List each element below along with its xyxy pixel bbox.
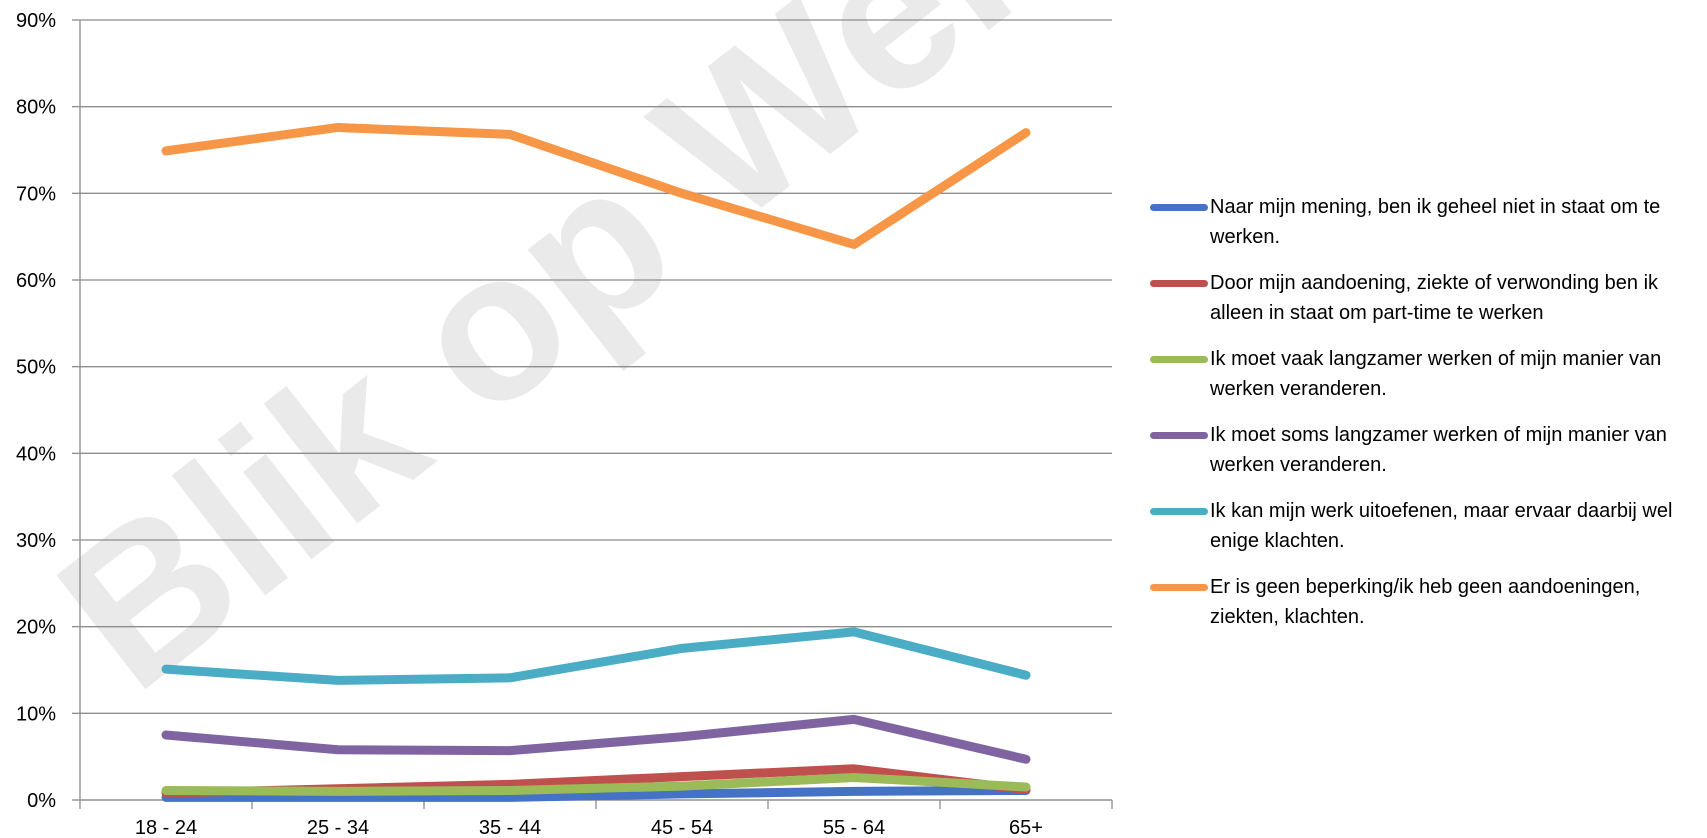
legend-item-5: Ik kan mijn werk uitoefenen, maar ervaar…: [1150, 496, 1700, 556]
legend-label: Naar mijn mening, ben ik geheel niet in …: [1210, 196, 1661, 248]
y-tick-label: 50%: [16, 357, 56, 379]
x-tick-label: 55 - 64: [823, 817, 885, 838]
series-line-3: [161, 772, 1031, 796]
y-axis: 0% 10% 20% 30% 40% 50% 60% 70% 80% 90%: [16, 10, 81, 812]
y-tick-label: 70%: [16, 183, 56, 205]
legend-item-1: Naar mijn mening, ben ik geheel niet in …: [1150, 192, 1700, 252]
y-tick-label: 30%: [16, 530, 56, 552]
gridlines: [80, 19, 1112, 801]
legend-label: Door mijn aandoening, ziekte of verwondi…: [1210, 272, 1659, 324]
series-line-1: [161, 785, 1031, 802]
y-tick-label: 0%: [27, 790, 56, 812]
x-tick-label: 18 - 24: [135, 817, 197, 838]
legend-swatch: [1150, 432, 1208, 439]
legend-swatch: [1150, 204, 1208, 211]
y-tick-label: 80%: [16, 97, 56, 119]
legend-swatch: [1150, 508, 1208, 515]
series-lines: [161, 122, 1031, 802]
legend-item-2: Door mijn aandoening, ziekte of verwondi…: [1150, 268, 1700, 328]
y-tick-label: 20%: [16, 617, 56, 639]
series-line-5: [161, 627, 1031, 685]
legend-label: Ik moet vaak langzamer werken of mijn ma…: [1210, 348, 1662, 400]
legend-label: Ik kan mijn werk uitoefenen, maar ervaar…: [1210, 500, 1673, 552]
x-tick-label: 45 - 54: [651, 817, 713, 838]
y-tick-label: 60%: [16, 270, 56, 292]
legend-swatch: [1150, 280, 1208, 287]
legend-item-4: Ik moet soms langzamer werken of mijn ma…: [1150, 420, 1700, 480]
legend-item-3: Ik moet vaak langzamer werken of mijn ma…: [1150, 344, 1700, 404]
x-tick-label: 65+: [1009, 817, 1043, 838]
legend-label: Er is geen beperking/ik heb geen aandoen…: [1210, 576, 1641, 628]
y-tick-label: 90%: [16, 10, 56, 32]
y-tick-label: 10%: [16, 703, 56, 725]
legend-swatch: [1150, 584, 1208, 591]
x-tick-label: 25 - 34: [307, 817, 369, 838]
legend-item-6: Er is geen beperking/ik heb geen aandoen…: [1150, 572, 1700, 632]
series-line-4: [161, 714, 1031, 764]
legend-label: Ik moet soms langzamer werken of mijn ma…: [1210, 424, 1667, 476]
legend-swatch: [1150, 356, 1208, 363]
x-axis: 18 - 24 25 - 34 35 - 44 45 - 54 55 - 64 65+: [79, 799, 1113, 838]
x-tick-label: 35 - 44: [479, 817, 541, 838]
legend: Naar mijn mening, ben ik geheel niet in …: [1150, 192, 1700, 648]
y-tick-label: 40%: [16, 443, 56, 465]
series-line-6: [161, 122, 1031, 249]
